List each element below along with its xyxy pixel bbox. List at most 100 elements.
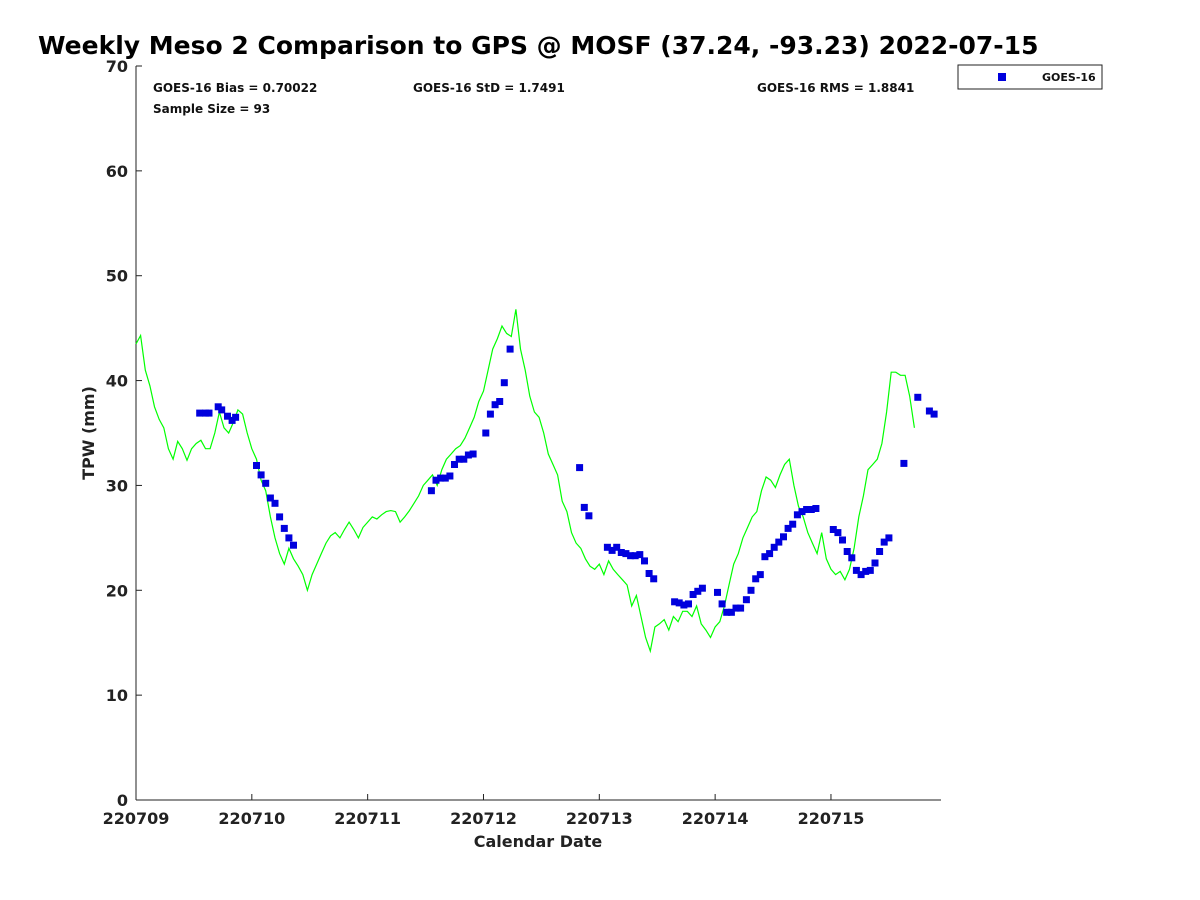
goes16-point <box>196 409 204 417</box>
goes16-point <box>843 548 851 555</box>
y-tick-label: 40 <box>106 372 128 391</box>
x-tick-label: 220711 <box>334 809 401 828</box>
goes16-point <box>852 566 860 574</box>
legend: GOES-16 <box>957 64 1103 90</box>
legend-label: GOES-16 <box>1042 71 1096 84</box>
goes16-point <box>645 570 653 577</box>
goes16-point <box>460 455 468 463</box>
goes16-point <box>506 345 514 353</box>
goes16-point <box>437 474 445 482</box>
y-tick-label: 0 <box>117 791 128 810</box>
y-tick-label: 10 <box>106 686 128 705</box>
y-tick-label: 60 <box>106 162 128 181</box>
goes16-point <box>723 608 731 616</box>
x-tick-label: 220709 <box>103 809 170 828</box>
gps-line <box>135 309 915 654</box>
goes16-point <box>857 571 865 579</box>
goes16-point <box>585 512 593 520</box>
goes16-point <box>770 543 778 551</box>
goes16-point <box>789 520 797 528</box>
goes16-point <box>756 571 764 579</box>
goes16-point <box>803 506 811 513</box>
bias-stat: GOES-16 Bias = 0.70022 <box>153 81 317 95</box>
goes16-point <box>747 586 755 594</box>
goes16-point <box>829 526 837 533</box>
goes16-point <box>880 538 888 546</box>
x-tick-label: 220714 <box>682 809 749 828</box>
x-axis-ticks: 220709 220710 220711 220712 220713 220714 2207… <box>103 794 865 828</box>
goes16-point <box>900 459 908 467</box>
y-tick-label: 30 <box>106 476 128 495</box>
goes16-point <box>603 543 611 551</box>
goes16-point <box>876 548 884 555</box>
y-tick-label: 20 <box>106 581 128 600</box>
goes16-point <box>885 534 893 542</box>
goes16-point <box>285 534 293 542</box>
sample-size-stat: Sample Size = 93 <box>153 102 270 116</box>
x-axis-label: Calendar Date <box>474 832 603 851</box>
chart-title: Weekly Meso 2 Comparison to GPS @ MOSF (… <box>38 31 1038 60</box>
goes16-point <box>689 591 697 598</box>
goes16-point <box>698 584 706 592</box>
goes16-point <box>205 409 213 417</box>
goes16-point <box>871 559 879 567</box>
goes16-point <box>766 550 774 558</box>
goes16-point <box>500 379 508 387</box>
goes16-point <box>727 608 735 616</box>
goes16-point <box>793 511 801 519</box>
goes16-point <box>742 596 750 604</box>
goes16-point <box>775 538 783 546</box>
goes16-point <box>224 412 231 420</box>
goes16-point <box>482 429 490 437</box>
goes16-point <box>848 554 856 562</box>
goes16-point <box>627 552 635 560</box>
goes16-series <box>196 345 938 616</box>
goes16-point <box>441 474 449 482</box>
goes16-point <box>807 506 815 513</box>
goes16-point <box>257 471 265 479</box>
goes16-point <box>232 413 240 421</box>
legend-box <box>957 64 1103 90</box>
goes16-point <box>866 566 874 574</box>
legend-marker <box>998 73 1006 81</box>
goes16-point <box>486 410 494 418</box>
goes16-point <box>262 479 270 487</box>
x-tick-label: 220713 <box>566 809 633 828</box>
y-tick-label: 50 <box>106 267 128 286</box>
goes16-point <box>631 552 639 560</box>
gps-series <box>135 309 915 654</box>
goes16-point <box>491 401 499 409</box>
goes16-point <box>650 575 658 583</box>
goes16-point <box>290 541 297 549</box>
goes16-point <box>446 472 454 480</box>
goes16-point <box>253 462 260 469</box>
rms-stat: GOES-16 RMS = 1.8841 <box>757 81 914 95</box>
goes16-point <box>496 398 504 405</box>
y-axis-label: TPW (mm) <box>79 386 98 480</box>
x-tick-label: 220715 <box>798 809 865 828</box>
goes16-point <box>641 557 648 565</box>
goes16-point <box>455 455 463 463</box>
goes16-point <box>622 550 630 558</box>
goes16-point <box>914 393 922 401</box>
goes16-point <box>613 543 621 551</box>
goes16-point <box>925 407 933 415</box>
x-tick-label: 220712 <box>450 809 517 828</box>
goes16-point <box>675 599 683 607</box>
goes16-point <box>834 529 842 537</box>
goes16-point <box>432 476 440 484</box>
goes16-point <box>752 575 760 583</box>
goes16-point <box>694 587 702 595</box>
goes16-point <box>427 487 435 495</box>
goes16-point <box>218 406 226 414</box>
goes16-point <box>617 549 625 556</box>
goes16-point <box>812 505 820 512</box>
y-axis-ticks: 0 10 20 30 40 50 60 70 <box>106 57 142 810</box>
goes16-point <box>685 600 692 608</box>
goes16-point <box>862 567 870 575</box>
goes16-point <box>266 494 274 502</box>
x-tick-label: 220710 <box>218 809 285 828</box>
goes16-point <box>680 601 688 609</box>
goes16-point <box>271 499 279 507</box>
